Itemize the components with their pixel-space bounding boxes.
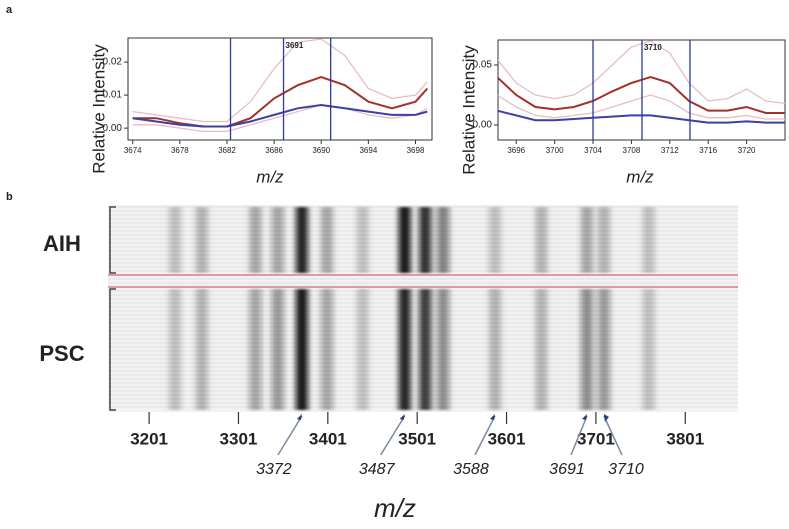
gel-band	[488, 289, 501, 410]
gel-band	[437, 289, 450, 410]
series-line	[498, 75, 785, 114]
panel-label: b	[6, 191, 13, 203]
x-tick-label: 3694	[359, 146, 377, 155]
x-axis-label: m/z	[256, 167, 284, 186]
gel-band	[295, 289, 308, 410]
y-axis-label: Relative Intensity	[459, 45, 478, 175]
x-tick-label: 3601	[488, 429, 526, 448]
y-tick-label: 0.01	[103, 90, 123, 101]
gel-band	[398, 289, 411, 410]
peak-label: 3372	[256, 461, 292, 478]
y-tick-label: 0.05	[473, 60, 493, 71]
series-line	[132, 104, 428, 133]
gel-band	[419, 207, 432, 273]
x-tick-label: 3720	[738, 146, 756, 155]
gel-band	[169, 207, 182, 273]
x-tick-label: 3700	[546, 146, 564, 155]
gel-band	[597, 289, 610, 410]
series-line	[132, 38, 428, 123]
x-axis-label: m/z	[626, 167, 654, 186]
gel-band	[642, 289, 655, 410]
peak-label: 3487	[359, 461, 396, 478]
gel-band	[642, 207, 655, 273]
series-line	[498, 109, 785, 124]
gel-band	[249, 207, 262, 273]
gel-band	[320, 289, 333, 410]
x-tick-label: 3682	[218, 146, 236, 155]
x-tick-label: 3708	[623, 146, 641, 155]
x-tick-label: 3501	[398, 429, 436, 448]
plot-area	[132, 38, 429, 133]
x-tick-label: 3674	[124, 146, 142, 155]
group-label: AIH	[43, 231, 81, 256]
gel-band	[195, 207, 208, 273]
gel-band	[271, 289, 284, 410]
y-tick-label: 0.02	[103, 57, 123, 68]
arrow-head	[489, 414, 495, 420]
y-axis-label: Relative Intensity	[89, 44, 108, 174]
x-tick-label: 3704	[584, 146, 602, 155]
peak-arrow	[474, 415, 496, 456]
gel-bands	[169, 207, 655, 410]
x-tick-label: 3678	[171, 146, 189, 155]
gel-band	[535, 289, 548, 410]
gel-band	[437, 207, 450, 273]
peak-label: 3691	[549, 461, 585, 478]
x-tick-label: 3712	[661, 146, 679, 155]
x-tick-label: 3401	[309, 429, 347, 448]
gel-band	[320, 207, 333, 273]
x-tick-label: 3801	[666, 429, 704, 448]
gel-band	[271, 207, 284, 273]
group-bracket	[109, 206, 116, 274]
x-axis-label: m/z	[374, 493, 416, 523]
gel-band	[398, 207, 411, 273]
gel-band	[356, 207, 369, 273]
arrow-head	[603, 414, 609, 422]
x-tick-label: 3201	[130, 429, 168, 448]
gel-band	[419, 289, 432, 410]
gel-band	[356, 289, 369, 410]
x-tick-label: 3701	[577, 429, 615, 448]
peak-arrow	[570, 415, 588, 456]
gel-band	[488, 207, 501, 273]
gel-band	[169, 289, 182, 410]
gel-band	[535, 207, 548, 273]
series-line	[132, 103, 428, 128]
peak-annotation: 3710	[644, 43, 662, 52]
series-line	[498, 94, 785, 120]
arrow-head	[296, 414, 302, 420]
peak-label: 3588	[453, 461, 489, 478]
x-tick-label: 3690	[312, 146, 330, 155]
gel-band	[295, 207, 308, 273]
gel-band	[580, 289, 593, 410]
group-label: PSC	[39, 341, 84, 366]
peak-arrow	[603, 415, 623, 456]
x-tick-label: 3696	[507, 146, 525, 155]
group-bracket	[109, 288, 116, 411]
gel-band	[580, 207, 593, 273]
peak-arrow	[380, 415, 406, 456]
series-line	[498, 40, 785, 105]
x-tick-label: 3301	[220, 429, 258, 448]
gel-band	[249, 289, 262, 410]
plot-area	[498, 40, 785, 124]
arrow-head	[581, 414, 587, 420]
peak-arrow	[277, 415, 303, 456]
x-tick-label: 3698	[407, 146, 425, 155]
gel-band	[597, 207, 610, 273]
peak-annotation: 3691	[286, 41, 304, 50]
panel-label: a	[6, 4, 13, 16]
series-line	[132, 75, 429, 128]
x-tick-label: 3686	[265, 146, 283, 155]
y-tick-label: 0.00	[473, 120, 493, 131]
peak-label: 3710	[608, 461, 644, 478]
gel-band	[195, 289, 208, 410]
x-tick-label: 3716	[699, 146, 717, 155]
y-tick-label: 0.00	[103, 123, 123, 134]
arrow-head	[399, 414, 405, 420]
